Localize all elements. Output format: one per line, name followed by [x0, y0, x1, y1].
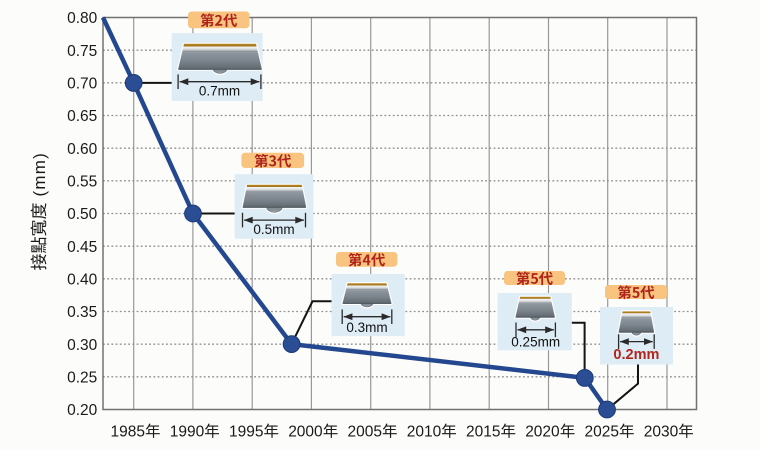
svg-text:0.2mm: 0.2mm [613, 347, 659, 363]
svg-text:1995: 1995 [229, 424, 263, 441]
svg-text:0.60: 0.60 [67, 141, 98, 158]
svg-text:0.80: 0.80 [67, 10, 98, 27]
svg-text:0.45: 0.45 [67, 239, 97, 256]
svg-text:1985: 1985 [111, 424, 145, 441]
svg-text:2030: 2030 [644, 424, 679, 441]
svg-text:0.55: 0.55 [67, 173, 97, 190]
svg-text:0.35: 0.35 [67, 304, 97, 321]
svg-text:0.50: 0.50 [67, 206, 98, 223]
svg-text:0.3mm: 0.3mm [346, 320, 387, 335]
svg-text:2025: 2025 [585, 424, 619, 441]
svg-text:(mm): (mm) [30, 152, 49, 196]
svg-text:0.25mm: 0.25mm [511, 335, 560, 350]
svg-text:0.25: 0.25 [67, 369, 97, 386]
svg-text:0.7mm: 0.7mm [199, 83, 240, 98]
svg-text:2010: 2010 [407, 424, 442, 441]
svg-text:0.75: 0.75 [67, 43, 97, 60]
svg-text:0.30: 0.30 [67, 337, 98, 354]
svg-text:2015: 2015 [466, 424, 500, 441]
svg-text:2020: 2020 [525, 424, 560, 441]
svg-text:2005: 2005 [348, 424, 382, 441]
svg-text:0.70: 0.70 [67, 75, 98, 92]
svg-text:0.20: 0.20 [67, 402, 98, 419]
svg-text:0.40: 0.40 [67, 271, 98, 288]
svg-text:2000: 2000 [288, 424, 323, 441]
svg-text:1990: 1990 [170, 424, 205, 441]
svg-text:0.5mm: 0.5mm [253, 222, 294, 237]
svg-text:0.65: 0.65 [67, 108, 97, 125]
